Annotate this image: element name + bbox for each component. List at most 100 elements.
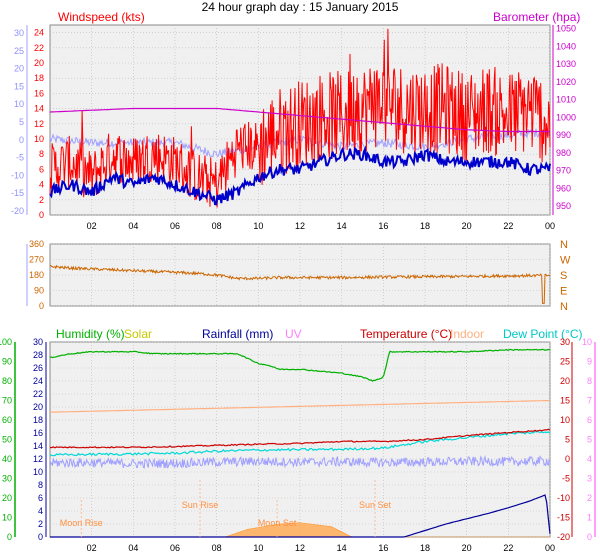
- x-tick-label: 22: [503, 543, 513, 553]
- plot-panels: 2422201816141210864201050104010301020101…: [0, 24, 596, 553]
- baro-y-tick: 1050: [556, 24, 576, 34]
- baro-y-tick: 990: [556, 130, 571, 140]
- baro-y-tick: 1000: [556, 112, 576, 122]
- direction-y-tick: 360: [29, 239, 44, 249]
- baro-y-tick: 1030: [556, 59, 576, 69]
- humidity-y-tick: 40: [2, 454, 12, 464]
- x-tick-label: 06: [170, 221, 180, 231]
- event-label: Moon Rise: [60, 518, 103, 528]
- rainfall-line: [50, 494, 551, 538]
- uv-y-tick: 1: [587, 513, 592, 523]
- chill-y-tick: -20: [11, 206, 24, 216]
- rainfall-y-tick: 6: [38, 493, 43, 503]
- event-label: Moon Set: [258, 518, 297, 528]
- wind-y-tick: 18: [34, 73, 44, 83]
- x-tick-label: 02: [87, 543, 97, 553]
- uv-y-tick: 9: [587, 357, 592, 367]
- rainfall-y-tick: 30: [33, 337, 43, 347]
- uv-y-tick: 6: [587, 415, 592, 425]
- chill-y-tick: 10: [14, 99, 24, 109]
- uv-label: UV: [285, 327, 302, 341]
- wind-y-tick: 24: [34, 28, 44, 38]
- rainfall-y-tick: 24: [33, 376, 43, 386]
- solar-label: Solar: [124, 327, 152, 341]
- x-tick-label: 02: [87, 221, 97, 231]
- x-tick-label: 06: [170, 543, 180, 553]
- wind-y-tick: 0: [39, 210, 44, 220]
- baro-y-tick: 950: [556, 201, 571, 211]
- rainfall-y-tick: 18: [33, 415, 43, 425]
- uv-y-tick: 5: [587, 435, 592, 445]
- humidity-y-tick: 90: [2, 357, 12, 367]
- wind-y-tick: 22: [34, 43, 44, 53]
- wind-y-tick: 10: [34, 134, 44, 144]
- rainfall-y-tick: 20: [33, 402, 43, 412]
- humidity-y-tick: 10: [2, 513, 12, 523]
- graph-title: 24 hour graph day : 15 January 2015: [202, 0, 399, 14]
- dewpoint-label: Dew Point (°C): [503, 327, 582, 341]
- dewpoint-line: [49, 431, 551, 457]
- x-tick-label: 12: [295, 221, 305, 231]
- x-tick-label: 14: [337, 221, 347, 231]
- rainfall-y-tick: 22: [33, 389, 43, 399]
- event-label: Sun Set: [359, 500, 392, 510]
- chill-y-tick: 20: [14, 64, 24, 74]
- humidity-y-tick: 100: [0, 337, 12, 347]
- x-tick-label: 14: [337, 543, 347, 553]
- humidity-y-tick: 80: [2, 376, 12, 386]
- humidity-y-tick: 60: [2, 415, 12, 425]
- uv-y-tick: 3: [587, 474, 592, 484]
- temperature-y-tick: 30: [560, 337, 570, 347]
- x-tick-label: 16: [378, 221, 388, 231]
- uv-band-line: [49, 455, 551, 470]
- chill-y-tick: -5: [16, 153, 24, 163]
- chill-y-tick: 0: [19, 135, 24, 145]
- wind-y-tick: 16: [34, 88, 44, 98]
- temperature-y-tick: -10: [557, 493, 570, 503]
- x-tick-label: 20: [462, 543, 472, 553]
- rainfall-y-tick: 14: [33, 441, 43, 451]
- temperature-line: [49, 428, 551, 449]
- direction-y-tick: 0: [39, 301, 44, 311]
- humidity-y-tick: 70: [2, 396, 12, 406]
- compass-label: N: [560, 239, 568, 251]
- wind-direction-line: [49, 264, 551, 304]
- wind-y-tick: 20: [34, 58, 44, 68]
- rainfall-y-tick: 28: [33, 350, 43, 360]
- wind-y-tick: 12: [34, 119, 44, 129]
- uv-y-tick: 2: [587, 493, 592, 503]
- x-tick-label: 18: [420, 543, 430, 553]
- rainfall-label: Rainfall (mm): [202, 327, 273, 341]
- chill-y-tick: -10: [11, 170, 24, 180]
- x-tick-label: 16: [378, 543, 388, 553]
- event-label: Sun Rise: [182, 500, 219, 510]
- baro-y-tick: 1040: [556, 41, 576, 51]
- x-tick-label: 00: [545, 543, 555, 553]
- chill-y-tick: 25: [14, 46, 24, 56]
- windspeed-label: Windspeed (kts): [58, 10, 145, 24]
- baro-y-tick: 1010: [556, 95, 576, 105]
- x-tick-label: 12: [295, 543, 305, 553]
- rainfall-y-tick: 12: [33, 454, 43, 464]
- humidity-y-tick: 0: [7, 532, 12, 542]
- compass-label: N: [560, 301, 568, 313]
- direction-y-tick: 90: [34, 286, 44, 296]
- windspeed-line: [49, 28, 551, 208]
- humidity-label: Humidity (%): [56, 327, 125, 341]
- direction-y-tick: 270: [29, 255, 44, 265]
- wind-y-tick: 6: [39, 164, 44, 174]
- barometer-line: [49, 107, 550, 133]
- temperature-y-tick: 20: [560, 376, 570, 386]
- indoor-label: Indoor: [450, 327, 484, 341]
- x-tick-label: 10: [253, 543, 263, 553]
- rainfall-y-tick: 0: [38, 532, 43, 542]
- wind-y-tick: 4: [39, 180, 44, 190]
- temperature-y-tick: 5: [565, 435, 570, 445]
- x-tick-label: 22: [503, 221, 513, 231]
- temperature-y-tick: 15: [560, 396, 570, 406]
- temperature-y-tick: -5: [562, 474, 570, 484]
- rainfall-y-tick: 4: [38, 506, 43, 516]
- rainfall-y-tick: 26: [33, 363, 43, 373]
- wind-y-tick: 2: [39, 195, 44, 205]
